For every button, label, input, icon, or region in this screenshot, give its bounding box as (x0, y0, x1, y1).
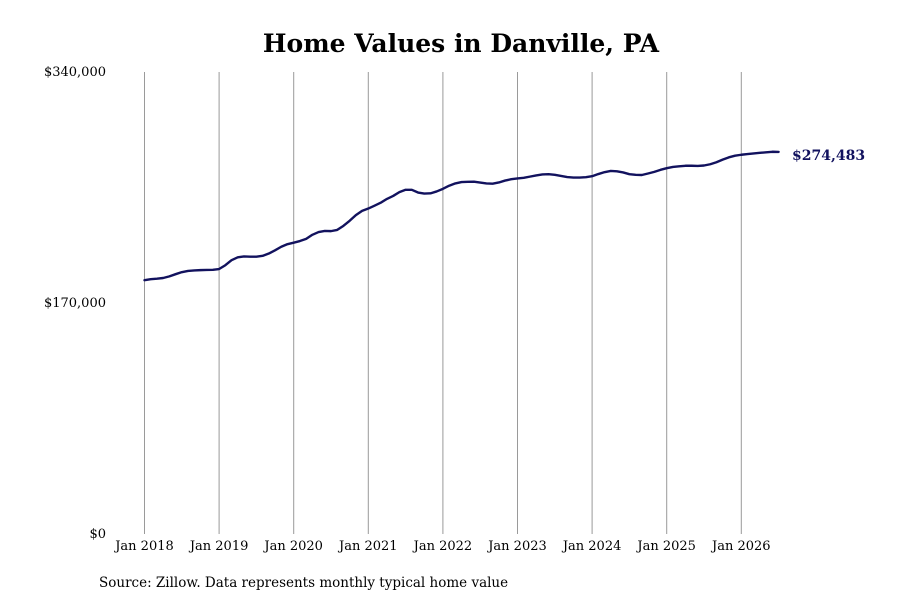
series-line (143, 150, 780, 282)
x-tick-label: Jan 2018 (113, 539, 174, 554)
y-tick-label: $340,000 (44, 65, 106, 80)
series-line-group (143, 150, 780, 282)
x-tick-label: Jan 2025 (635, 539, 696, 554)
x-tick-label: Jan 2023 (486, 539, 547, 554)
last-value-label: $274,483 (792, 148, 865, 164)
y-tick-label: $170,000 (44, 296, 106, 311)
x-tick-label: Jan 2021 (337, 539, 398, 554)
chart-title: Home Values in Danville, PA (263, 29, 660, 58)
source-note: Source: Zillow. Data represents monthly … (99, 575, 508, 591)
vertical-gridlines (144, 72, 742, 534)
x-tick-label: Jan 2019 (188, 539, 249, 554)
y-tick-label: $0 (89, 527, 106, 542)
x-axis-tick-labels: Jan 2018 Jan 2019 Jan 2020 Jan 2021 Jan 2022… (113, 539, 770, 554)
x-tick-label: Jan 2022 (412, 539, 473, 554)
x-tick-label: Jan 2026 (710, 539, 771, 554)
x-tick-label: Jan 2024 (561, 539, 622, 554)
x-tick-label: Jan 2020 (262, 539, 323, 554)
y-axis-tick-labels: $0 $170,000 $340,000 (44, 65, 106, 542)
